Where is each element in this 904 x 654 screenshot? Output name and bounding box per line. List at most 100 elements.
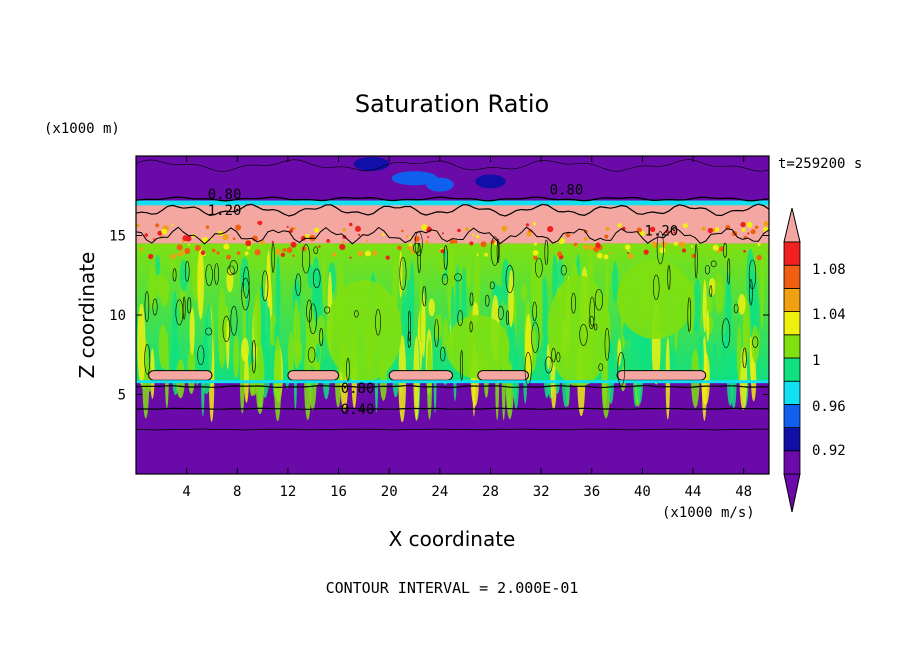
contour-cell: [308, 303, 317, 335]
speckle: [714, 227, 720, 232]
speckle: [707, 227, 714, 234]
speckle: [628, 253, 634, 260]
colorbar-swatch: [783, 380, 801, 405]
contour-cell: [733, 303, 739, 314]
speckle: [357, 250, 364, 257]
contour-cell: [721, 318, 731, 349]
speckle: [636, 227, 642, 233]
contour-cell: [175, 299, 184, 326]
contour-cell: [589, 296, 595, 327]
contour-cell: [752, 336, 759, 348]
speckle: [609, 251, 612, 255]
speckle: [385, 255, 390, 260]
contour-cell: [307, 347, 316, 363]
speckle: [469, 241, 474, 246]
colorbar-swatch: [783, 287, 801, 312]
speckle: [205, 225, 210, 229]
plume: [205, 304, 213, 386]
plume: [530, 245, 539, 319]
contour-cell: [222, 315, 231, 342]
dry-patch: [425, 177, 454, 192]
contour-cell: [443, 245, 448, 270]
contour-cell: [535, 257, 543, 278]
speckle: [741, 228, 746, 232]
speckle: [271, 240, 274, 243]
colorbar: 0.92 0.96 1 1.04 1.08: [783, 207, 846, 513]
speckle: [659, 247, 666, 254]
plume: [148, 264, 157, 311]
speckle: [682, 223, 688, 229]
speckle: [144, 233, 149, 237]
plume: [239, 343, 245, 414]
contour-cell: [723, 242, 727, 258]
speckle: [593, 246, 599, 253]
speckle: [357, 233, 361, 237]
speckle: [275, 249, 282, 255]
speckle: [743, 249, 746, 253]
plume: [253, 293, 261, 348]
contour-cell: [531, 322, 540, 353]
plume: [737, 293, 746, 315]
colorbar-tick-label: 1.04: [812, 307, 846, 323]
speckle: [293, 227, 296, 230]
speckle: [182, 235, 189, 242]
plume: [197, 246, 204, 320]
x-tick-label: 16: [330, 484, 347, 500]
speckle: [176, 253, 180, 257]
plume: [263, 299, 271, 343]
speckle: [176, 244, 183, 251]
speckle: [247, 246, 251, 250]
speckle: [747, 232, 750, 235]
contour-cell: [230, 305, 238, 336]
speckle: [476, 253, 479, 256]
plume: [316, 315, 325, 341]
plume: [399, 251, 403, 298]
plume: [607, 340, 615, 405]
speckle: [525, 223, 530, 227]
speckle: [232, 237, 236, 241]
plume: [274, 335, 282, 422]
speckle: [679, 241, 686, 248]
base-supersat-patch: [388, 370, 454, 381]
speckle: [682, 248, 686, 253]
speckle: [282, 248, 287, 252]
contour-cell: [469, 321, 473, 333]
contour-cell: [441, 273, 449, 285]
x-tick-label: 20: [381, 484, 398, 500]
speckle: [643, 249, 649, 255]
speckle: [222, 233, 229, 241]
plume: [760, 248, 764, 331]
plume: [508, 269, 514, 328]
speckle: [494, 241, 498, 246]
contour-cell: [748, 259, 757, 290]
speckle: [305, 233, 310, 239]
speckle: [349, 222, 353, 227]
contour-0.80-upper: [136, 196, 769, 202]
plume: [643, 353, 648, 374]
speckle: [326, 239, 331, 243]
colorbar-swatch: [783, 403, 801, 428]
speckle: [161, 228, 168, 235]
contour-cell: [205, 327, 213, 336]
colorbar-swatch: [783, 241, 801, 266]
contour-cell: [469, 292, 474, 306]
plume: [170, 259, 176, 277]
speckle: [756, 254, 762, 261]
contour-cell: [414, 231, 423, 257]
plume: [708, 277, 716, 296]
speckle: [171, 223, 174, 226]
contour-cell: [652, 274, 660, 301]
contour-cell: [496, 238, 500, 263]
contour-label: 0.80: [550, 182, 584, 198]
speckle: [605, 226, 610, 231]
contour-cell: [544, 239, 549, 265]
speckle: [289, 229, 293, 233]
x-tick-label: 32: [533, 484, 550, 500]
plume: [537, 267, 543, 349]
colorbar-tick-label: 0.92: [812, 443, 846, 459]
speckle: [245, 240, 252, 247]
contour-cell: [227, 265, 235, 276]
contour-1.20-lower: [136, 226, 769, 245]
plume: [179, 259, 188, 292]
speckle: [408, 243, 413, 247]
